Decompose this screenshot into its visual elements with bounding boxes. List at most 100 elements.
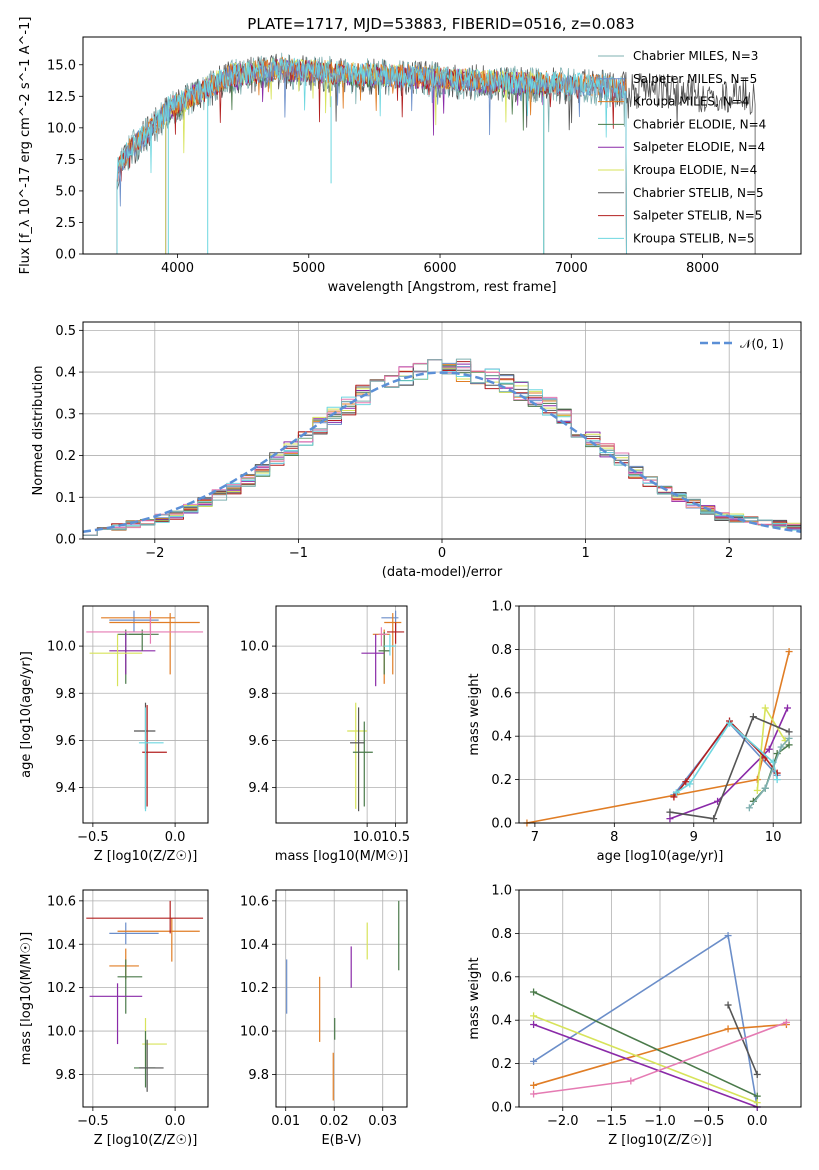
tick-label-y: 0.3 [55, 407, 76, 422]
tick-label-y: 12.5 [47, 90, 76, 105]
mass-vs-Z-axes [79, 890, 208, 1111]
tick-label-x: 0.02 [320, 1114, 349, 1129]
tick-label-y: 9.4 [55, 781, 76, 796]
tick-label-y: 10.0 [240, 640, 269, 655]
mass-weight-line [727, 1004, 758, 1075]
tick-label-x: 2 [725, 546, 733, 561]
legend-label: Kroupa MILES, N=4 [633, 95, 749, 109]
legend-label-gaussian: 𝒩(0, 1) [740, 337, 784, 351]
tick-label-y: 0.2 [491, 1057, 512, 1072]
tick-label-x: 0 [438, 546, 446, 561]
tick-label-x: −1.5 [596, 1114, 628, 1129]
mass-weight-line [533, 991, 758, 1097]
tick-label-x: −1.0 [644, 1114, 676, 1129]
massweight-vs-age-frame [518, 605, 802, 824]
tick-label-x: 4000 [161, 261, 194, 276]
x-axis-label: age [log10(age/yr)] [597, 849, 724, 864]
errorbar-point [352, 721, 373, 807]
tick-label-y: 10.0 [240, 1025, 269, 1040]
tick-label-x: 8 [610, 830, 618, 845]
massweight-vs-age-axes [515, 605, 801, 827]
tick-label-x: −0.5 [77, 830, 109, 845]
mass-weight-line [748, 737, 790, 809]
mass-vs-EBV-frame [275, 889, 408, 1108]
mass-vs-Z-frame [82, 889, 209, 1108]
tick-label-y: 0.4 [55, 366, 76, 381]
y-axis-label: mass [log10(M/M☉)] [19, 932, 34, 1065]
errorbar-point [86, 900, 204, 934]
tick-label-x: 10.0 [353, 830, 382, 845]
tick-label-y: 10.0 [47, 121, 76, 136]
errorbar-point [109, 948, 139, 979]
errorbar-point [133, 1031, 156, 1088]
mass-weight-line [669, 715, 790, 820]
errorbar-point [101, 610, 176, 632]
tick-label-y: 0.6 [491, 686, 512, 701]
x-axis-label: E(B-V) [321, 1133, 361, 1148]
age-vs-mass-axes [272, 606, 407, 827]
errorbar-point [117, 918, 200, 962]
x-axis-label: wavelength [Angstrom, rest frame] [328, 280, 557, 295]
tick-label-y: 10.2 [47, 981, 76, 996]
legend-label: Salpeter STELIB, N=5 [633, 209, 762, 223]
legend-label: Salpeter ELODIE, N=4 [633, 140, 765, 154]
errorbar-point [138, 707, 164, 812]
spectrum-axes [79, 64, 703, 258]
y-axis-label: Normed distribution [31, 366, 46, 496]
errorbar-point [86, 615, 204, 644]
x-axis-label: Z [log10(Z/Z☉)] [94, 1133, 198, 1148]
legend-label: Chabrier STELIB, N=5 [633, 186, 764, 200]
tick-label-x: 7000 [555, 261, 588, 276]
mass-weight-line [526, 651, 790, 824]
tick-label-x: 5000 [292, 261, 325, 276]
tick-label-y: 9.6 [55, 734, 76, 749]
tick-label-y: 10.6 [47, 894, 76, 909]
errorbar-point [384, 613, 402, 675]
tick-label-y: 9.6 [248, 734, 269, 749]
spectrum-frame [82, 36, 802, 255]
tick-label-y: 1.0 [491, 600, 512, 615]
errorbar-point [117, 959, 143, 1014]
errorbar-point [378, 627, 388, 647]
age-vs-mass-frame [275, 605, 408, 824]
tick-label-x: −2 [145, 546, 164, 561]
errorbar-point [109, 922, 159, 945]
tick-label-y: 0.8 [491, 643, 512, 658]
errorbar-point [129, 629, 159, 651]
tick-label-y: 10.2 [240, 981, 269, 996]
tick-label-y: 0.8 [491, 927, 512, 942]
errorbar-point [89, 634, 143, 687]
tick-label-y: 0.1 [55, 491, 76, 506]
errorbar-point [109, 610, 159, 632]
mass-weight-line [533, 1023, 758, 1108]
tick-label-y: 9.8 [55, 687, 76, 702]
figure-title: PLATE=1717, MJD=53883, FIBERID=0516, z=0… [247, 15, 634, 33]
legend-label: Chabrier ELODIE, N=4 [633, 117, 766, 131]
x-axis-label: (data-model)/error [382, 565, 503, 580]
tick-label-y: 15.0 [47, 58, 76, 73]
age-vs-Z-frame [82, 605, 209, 824]
errorbar-point [109, 613, 200, 675]
tick-label-x: −2.0 [547, 1114, 579, 1129]
tick-label-y: 10.6 [240, 894, 269, 909]
errorbar-point [117, 629, 143, 684]
tick-label-x: 0.0 [165, 1114, 186, 1129]
tick-label-y: 0.6 [491, 970, 512, 985]
residuals-frame [82, 321, 802, 540]
legend-label: Kroupa STELIB, N=5 [633, 231, 755, 245]
legend-label: Kroupa ELODIE, N=4 [633, 163, 757, 177]
tick-label-x: 10 [765, 830, 782, 845]
errorbar-point [384, 634, 396, 656]
x-axis-label: mass [log10(M/M☉)] [275, 849, 408, 864]
x-axis-label: Z [log10(Z/Z☉)] [94, 849, 198, 864]
x-axis-label: Z [log10(Z/Z☉)] [608, 1133, 712, 1148]
tick-label-y: 7.5 [55, 153, 76, 168]
tick-label-y: 0.4 [491, 1014, 512, 1029]
errorbar-point [387, 622, 405, 644]
tick-label-y: 9.8 [55, 1068, 76, 1083]
tick-label-y: 10.4 [240, 938, 269, 953]
tick-label-y: 0.5 [55, 324, 76, 339]
tick-label-x: 7 [531, 830, 539, 845]
legend-label: Salpeter MILES, N=5 [633, 72, 757, 86]
